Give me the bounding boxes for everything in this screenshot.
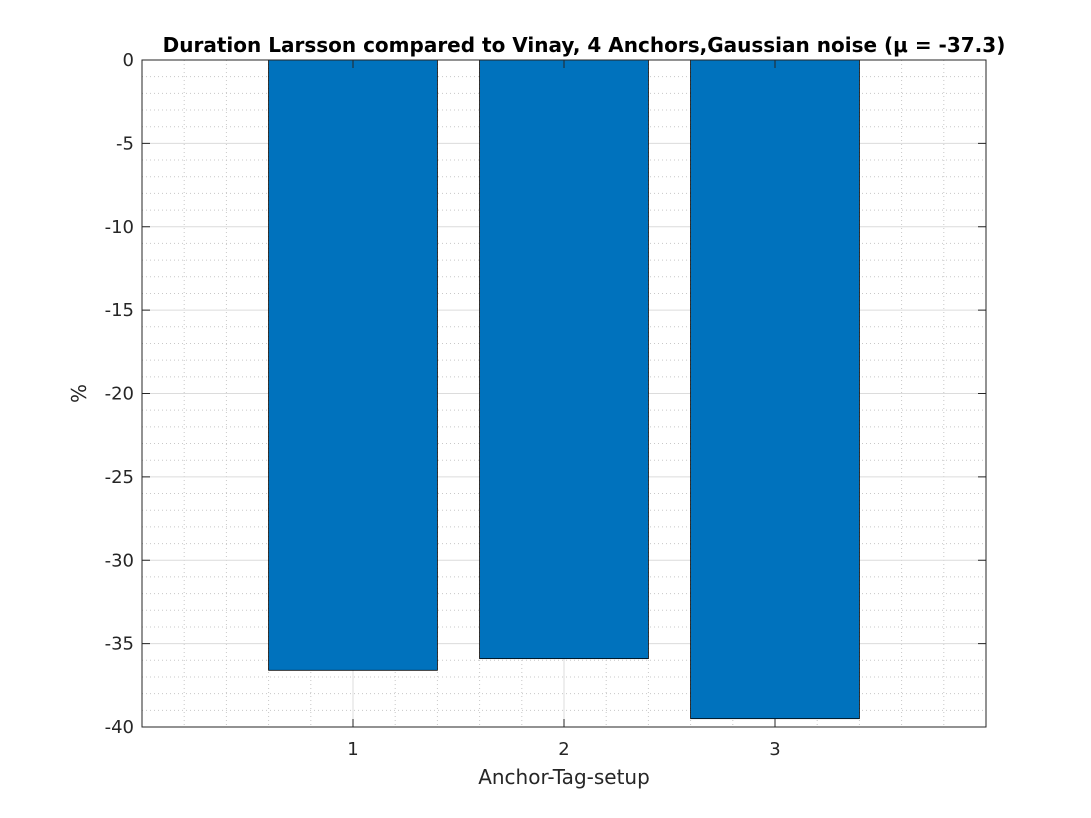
tick-marks [142, 59, 986, 728]
chart-title: Duration Larsson compared to Vinay, 4 An… [163, 33, 1006, 57]
bar-3 [690, 59, 860, 720]
y-tick-label: -35 [105, 634, 134, 655]
y-tick-label: -10 [105, 217, 134, 238]
x-tick-label: 2 [558, 739, 569, 760]
y-tick-label: 0 [123, 50, 134, 71]
y-tick-label: -5 [116, 133, 134, 154]
bars [268, 59, 860, 720]
x-tick-label: 3 [769, 739, 780, 760]
y-tick-label: -20 [105, 384, 134, 405]
bar-2 [479, 59, 649, 660]
y-tick-labels: 0 -5 -10 -15 -20 -25 -30 -35 -40 [105, 50, 134, 738]
x-axis-label: Anchor-Tag-setup [478, 765, 650, 789]
y-tick-label: -30 [105, 550, 134, 571]
y-axis-label: % [67, 384, 91, 403]
y-tick-label: -15 [105, 300, 134, 321]
x-tick-label: 1 [347, 739, 358, 760]
y-tick-label: -40 [105, 717, 134, 738]
y-tick-label: -25 [105, 467, 134, 488]
bar-1 [268, 59, 438, 671]
x-tick-labels: 1 2 3 [347, 739, 780, 760]
